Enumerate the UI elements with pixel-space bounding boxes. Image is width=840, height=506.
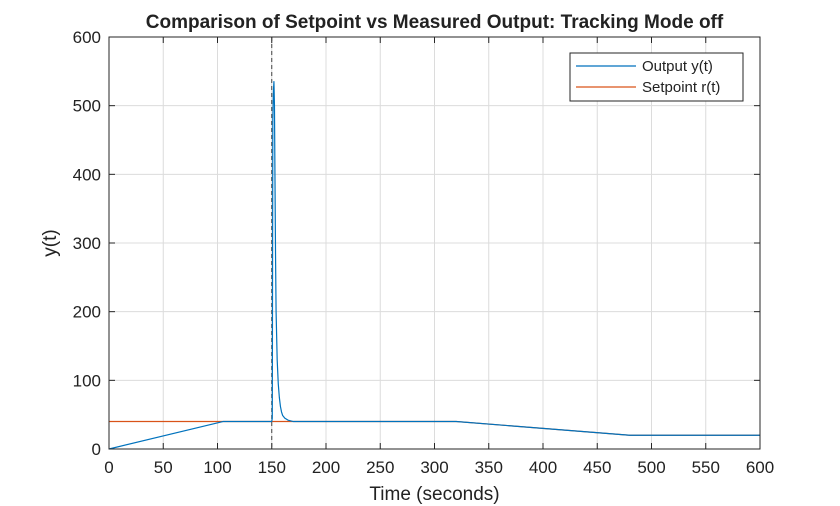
legend-label-0: Output y(t) <box>642 58 713 75</box>
y-tick-label: 300 <box>73 234 101 253</box>
x-tick-label: 350 <box>475 458 503 477</box>
y-tick-label: 100 <box>73 371 101 390</box>
x-tick-label: 450 <box>583 458 611 477</box>
legend-label-1: Setpoint r(t) <box>642 79 720 96</box>
legend: Output y(t) Setpoint r(t) <box>569 52 744 102</box>
grid <box>109 37 760 449</box>
x-tick-label: 550 <box>692 458 720 477</box>
x-tick-label: 500 <box>637 458 665 477</box>
x-tick-label: 600 <box>746 458 774 477</box>
x-tick-label: 300 <box>420 458 448 477</box>
x-tick-label: 150 <box>258 458 286 477</box>
series-group <box>108 81 760 450</box>
x-tick-label: 200 <box>312 458 340 477</box>
y-tick-label: 0 <box>92 440 101 459</box>
series-line-0 <box>108 81 760 450</box>
y-tick-label: 400 <box>73 165 101 184</box>
x-tick-label: 0 <box>104 458 113 477</box>
x-axis-label: Time (seconds) <box>369 484 499 505</box>
x-tick-label: 50 <box>154 458 173 477</box>
legend-box <box>569 52 744 102</box>
y-tick-label: 600 <box>73 28 101 47</box>
axes-frame <box>108 36 761 450</box>
y-axis-label: y(t) <box>40 229 61 256</box>
y-tick-label: 200 <box>73 303 101 322</box>
x-tick-label: 100 <box>203 458 231 477</box>
x-tick-label: 250 <box>366 458 394 477</box>
chart-title: Comparison of Setpoint vs Measured Outpu… <box>146 12 724 33</box>
y-tick-label: 500 <box>73 97 101 116</box>
x-tick-label: 400 <box>529 458 557 477</box>
ticks: 0 50 100 150 200 250 300 350 400 450 500 550 600 0 100… <box>73 28 775 477</box>
